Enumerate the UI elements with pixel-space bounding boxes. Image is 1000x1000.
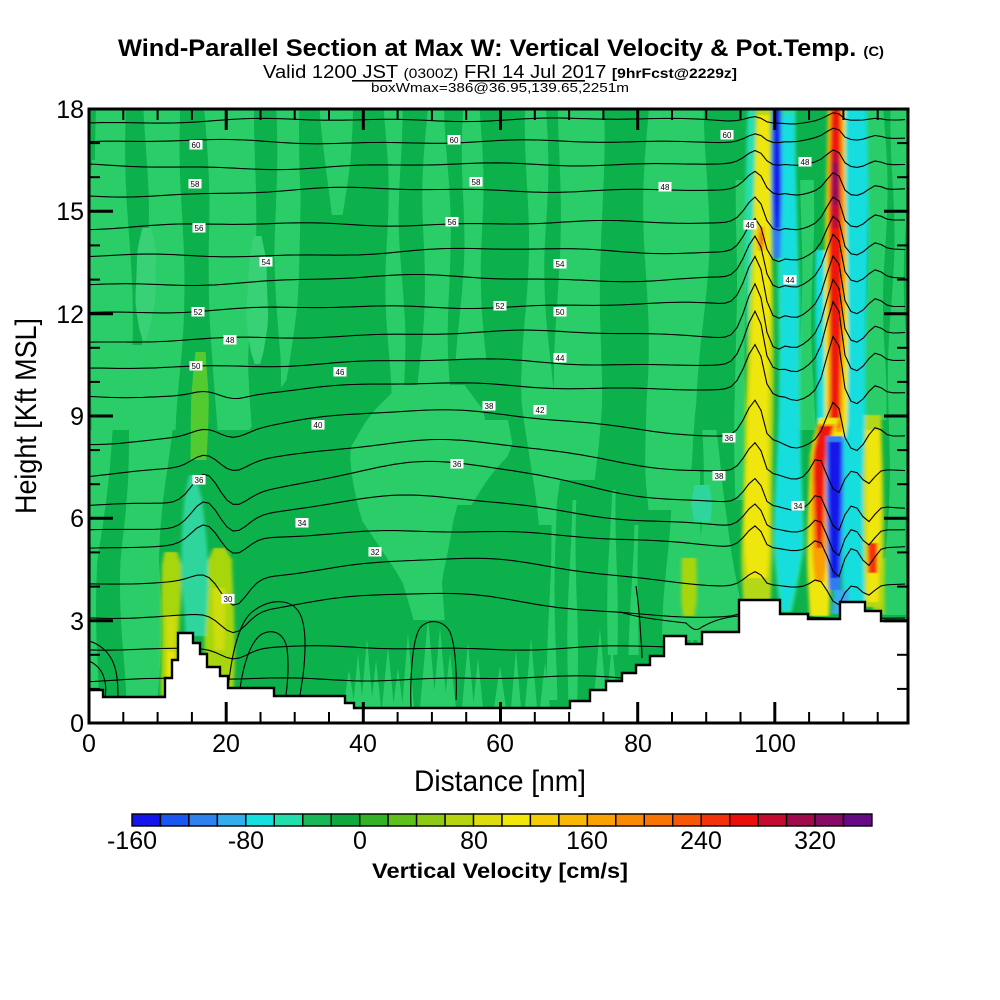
svg-text:Distance [nm]: Distance [nm] [414,765,586,798]
svg-text:36: 36 [453,460,462,469]
svg-text:40: 40 [349,730,377,758]
svg-text:48: 48 [661,183,670,192]
svg-text:56: 56 [195,224,204,233]
svg-text:0: 0 [82,730,96,758]
svg-text:6: 6 [70,505,84,533]
svg-text:20: 20 [212,730,240,758]
svg-text:Vertical Velocity [cm/s]: Vertical Velocity [cm/s] [372,860,628,883]
svg-text:60: 60 [723,131,732,140]
svg-text:50: 50 [556,308,565,317]
svg-text:54: 54 [556,260,565,269]
svg-text:54: 54 [262,258,271,267]
svg-text:46: 46 [746,221,755,230]
svg-text:34: 34 [794,502,803,511]
svg-text:60: 60 [486,730,514,758]
svg-text:50: 50 [192,362,201,371]
svg-text:48: 48 [226,336,235,345]
svg-text:56: 56 [448,218,457,227]
svg-text:15: 15 [56,198,84,226]
svg-text:44: 44 [786,276,795,285]
svg-text:36: 36 [195,476,204,485]
svg-text:0: 0 [353,827,367,855]
svg-text:52: 52 [194,308,203,317]
svg-text:160: 160 [566,827,608,855]
svg-text:240: 240 [680,827,722,855]
svg-text:40: 40 [314,421,323,430]
svg-text:36: 36 [725,434,734,443]
svg-text:Wind-Parallel Section at Max W: Wind-Parallel Section at Max W: Vertical… [118,35,884,62]
svg-text:9: 9 [70,403,84,431]
svg-text:80: 80 [460,827,488,855]
svg-text:52: 52 [496,302,505,311]
svg-text:34: 34 [298,519,307,528]
svg-text:320: 320 [794,827,836,855]
svg-text:0: 0 [70,710,84,738]
svg-text:boxWmax=386@36.95,139.65,2251m: boxWmax=386@36.95,139.65,2251m [371,81,629,95]
svg-text:-80: -80 [228,827,264,855]
svg-text:60: 60 [450,136,459,145]
svg-text:38: 38 [485,402,494,411]
svg-text:-160: -160 [107,827,157,855]
svg-text:Valid 1200 JST (0300Z) FRI 14: Valid 1200 JST (0300Z) FRI 14 Jul 2017 [… [263,62,737,82]
svg-text:80: 80 [624,730,652,758]
svg-text:46: 46 [336,368,345,377]
svg-text:12: 12 [56,301,84,329]
svg-text:42: 42 [536,406,545,415]
svg-text:58: 58 [191,180,200,189]
svg-text:3: 3 [70,608,84,636]
svg-text:58: 58 [472,178,481,187]
svg-text:Height [Kft MSL]: Height [Kft MSL] [10,318,43,514]
svg-text:32: 32 [371,548,380,557]
svg-text:18: 18 [56,96,84,124]
svg-text:100: 100 [754,730,796,758]
svg-text:30: 30 [224,595,233,604]
svg-text:60: 60 [192,141,201,150]
svg-text:38: 38 [715,472,724,481]
svg-text:44: 44 [556,354,565,363]
svg-text:48: 48 [801,158,810,167]
